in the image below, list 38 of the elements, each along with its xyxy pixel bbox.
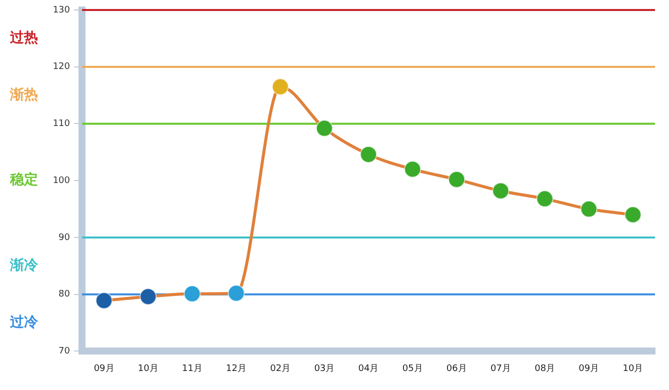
point bbox=[404, 160, 422, 178]
point bbox=[624, 206, 642, 224]
point bbox=[316, 120, 333, 137]
x-tick-label: 07月 bbox=[490, 364, 511, 374]
y-tick-label: 90 bbox=[58, 232, 70, 243]
x-tick-label: 04月 bbox=[358, 364, 379, 374]
point bbox=[228, 284, 245, 302]
x-tick-label: 10月 bbox=[622, 364, 644, 374]
text: 过冷 bbox=[9, 314, 39, 330]
x-tick-label: 08月 bbox=[534, 364, 556, 374]
y-tick-label: 100 bbox=[52, 176, 70, 186]
x-tick-label: 06月 bbox=[446, 364, 467, 374]
point bbox=[492, 182, 510, 200]
x-tick-label: 10月 bbox=[138, 364, 158, 374]
x-tick-label: 02月 bbox=[270, 364, 291, 374]
y-tick-label: 130 bbox=[52, 5, 70, 16]
y-tick-label: 110 bbox=[52, 119, 70, 130]
point bbox=[580, 200, 598, 218]
x-tick-label: 09月 bbox=[578, 364, 600, 374]
x-tick-label: 09月 bbox=[94, 364, 114, 374]
text: 渐热 bbox=[9, 86, 38, 103]
y-tick-label: 120 bbox=[52, 62, 70, 72]
x-tick-label: 03月 bbox=[314, 364, 335, 374]
y-tick-label: 70 bbox=[58, 346, 70, 357]
point bbox=[96, 292, 113, 310]
point bbox=[272, 78, 289, 96]
point bbox=[360, 146, 377, 163]
point bbox=[448, 170, 466, 188]
text: 渐冷 bbox=[9, 258, 39, 274]
y-tick-label: 80 bbox=[58, 290, 70, 300]
point bbox=[536, 190, 554, 208]
x-tick-label: 05月 bbox=[402, 364, 423, 374]
point bbox=[184, 285, 201, 302]
x-tick-label: 11月 bbox=[182, 364, 202, 374]
point bbox=[140, 288, 157, 306]
text: 过热 bbox=[9, 30, 38, 46]
text: 稳定 bbox=[9, 171, 38, 188]
x-tick-label: 12月 bbox=[226, 364, 246, 374]
